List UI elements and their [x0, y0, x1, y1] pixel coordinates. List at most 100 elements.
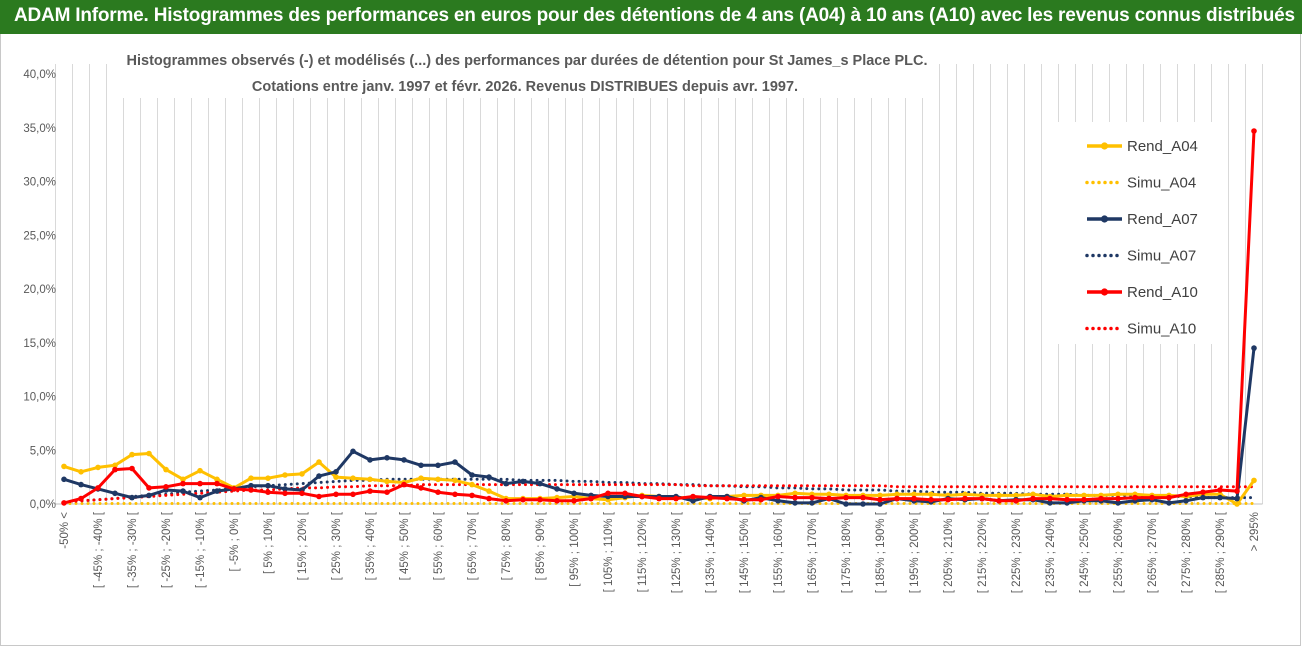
data-point: [962, 491, 968, 498]
data-point: [282, 486, 288, 492]
data-point: [656, 495, 662, 502]
data-point: [112, 462, 118, 469]
legend-item: Rend_A07: [1087, 211, 1198, 228]
data-point: [265, 482, 271, 489]
data-point: [996, 498, 1002, 504]
data-point: [333, 474, 339, 480]
x-tick-label: [ 165% ; 170% [: [807, 511, 819, 593]
data-point: [401, 481, 407, 488]
legend-item: Rend_A04: [1087, 138, 1198, 155]
data-point: [962, 495, 968, 502]
legend-marker: [1100, 288, 1109, 296]
data-point: [1234, 495, 1240, 502]
data-point: [928, 491, 934, 498]
data-point: [1081, 492, 1087, 499]
data-point: [1064, 496, 1070, 503]
data-point: [758, 496, 764, 503]
data-point: [282, 472, 288, 478]
data-point: [1234, 488, 1240, 494]
x-tick-label: [ 35% ; 40% [: [365, 511, 377, 580]
data-point: [350, 448, 356, 455]
data-point: [1115, 495, 1121, 502]
data-point: [384, 478, 390, 485]
data-point: [928, 496, 934, 503]
data-point: [843, 494, 849, 501]
data-point: [214, 488, 220, 494]
data-point: [401, 457, 407, 463]
x-tick-label: [ 85% ; 90% [: [535, 511, 547, 580]
legend-label: Simu_A04: [1127, 175, 1196, 192]
data-point: [78, 481, 84, 488]
data-point: [911, 491, 917, 498]
x-tick-label: -50% <: [59, 512, 71, 549]
data-point: [1098, 495, 1104, 502]
data-point: [809, 500, 815, 506]
data-point: [163, 466, 169, 473]
data-point: [826, 495, 832, 502]
data-point: [554, 498, 560, 504]
data-point: [95, 464, 101, 471]
report-title: ADAM Informe. Histogrammes des performan…: [14, 5, 1295, 26]
data-point: [1166, 500, 1172, 506]
data-point: [792, 494, 798, 501]
data-point: [61, 476, 67, 483]
data-point: [1149, 494, 1155, 501]
data-point: [860, 494, 866, 501]
data-point: [214, 476, 220, 483]
x-tick-label: [ 5% ; 10% [: [263, 511, 275, 574]
data-point: [503, 480, 509, 487]
x-tick-label: [ 285% ; 290% [: [1215, 511, 1227, 593]
x-tick-label: [ 255% ; 260% [: [1113, 511, 1125, 593]
x-tick-label: [ -45% ; -40% [: [93, 511, 105, 588]
x-tick-label: [ 45% ; 50% [: [399, 511, 411, 580]
data-point: [1081, 496, 1087, 503]
data-point: [367, 488, 373, 494]
data-point: [248, 487, 254, 493]
legend-backdrop: [1046, 122, 1218, 344]
data-point: [418, 485, 424, 491]
report-banner: ADAM Informe. Histogrammes des performan…: [0, 0, 1302, 34]
data-point: [1115, 500, 1121, 506]
chart-title-backdrop: [122, 46, 934, 98]
data-point: [979, 495, 985, 502]
data-point: [520, 496, 526, 503]
x-tick-label: [ 205% ; 210% [: [943, 511, 955, 593]
data-point: [265, 489, 271, 496]
data-point: [384, 489, 390, 496]
data-point: [146, 450, 152, 457]
data-point: [1013, 492, 1019, 499]
data-point: [333, 491, 339, 498]
x-tick-label: [ -25% ; -20% [: [161, 511, 173, 588]
data-point: [571, 498, 577, 504]
data-point: [1047, 495, 1053, 502]
data-point: [877, 496, 883, 503]
data-point: [418, 475, 424, 482]
data-point: [299, 471, 305, 477]
data-point: [809, 494, 815, 501]
legend-label: Rend_A10: [1127, 284, 1198, 301]
chart-title-line-1: Histogrammes observés (-) et modélisés (…: [127, 53, 928, 69]
data-point: [554, 486, 560, 492]
data-point: [78, 495, 84, 502]
y-tick-label: 40,0%: [23, 69, 56, 81]
data-point: [180, 488, 186, 494]
data-point: [435, 489, 441, 496]
legend-item: Simu_A04: [1085, 175, 1196, 192]
data-point: [282, 490, 288, 497]
x-tick-label: [ 95% ; 100% [: [569, 511, 581, 587]
x-tick-label: > 295%: [1249, 512, 1261, 551]
x-tick-label: [ 75% ; 80% [: [501, 511, 513, 580]
data-point: [775, 493, 781, 500]
legend: Rend_A04 Simu_A04 Rend_A07 Simu_A07 Rend_A10…: [1085, 138, 1198, 338]
x-tick-label: [ 195% ; 200% [: [909, 511, 921, 593]
data-point: [1047, 500, 1053, 506]
series-rend-a10: [61, 128, 1257, 506]
data-point: [1132, 494, 1138, 501]
data-point: [95, 485, 101, 491]
data-point: [163, 484, 169, 490]
data-point: [61, 500, 67, 506]
data-point: [316, 459, 322, 465]
data-point: [367, 457, 373, 463]
data-point: [945, 496, 951, 503]
data-point: [605, 490, 611, 497]
